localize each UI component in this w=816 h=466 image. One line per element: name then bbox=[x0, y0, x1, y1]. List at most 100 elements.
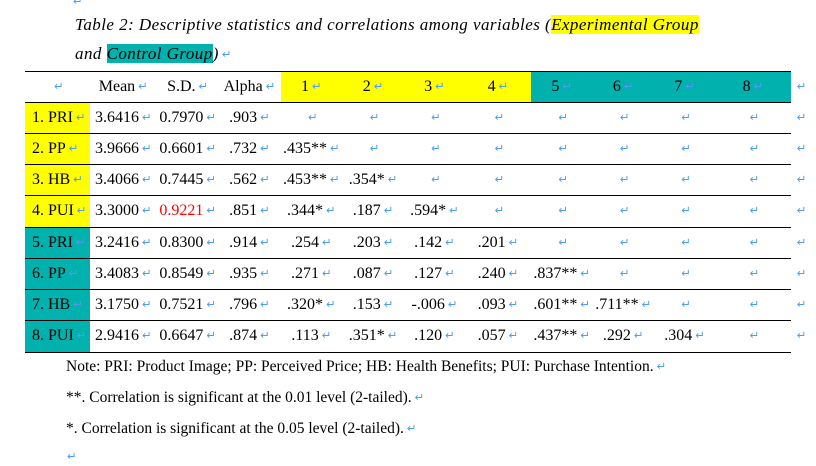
return-mark-icon: ↵ bbox=[619, 265, 630, 280]
value-cell: ↵ bbox=[280, 101, 343, 134]
value-cell: .935 ↵ bbox=[218, 257, 281, 290]
return-mark-icon: ↵ bbox=[141, 328, 152, 343]
value-cell: ↵ bbox=[404, 101, 465, 134]
column-header-blank: ↵ bbox=[25, 71, 90, 102]
return-mark-icon: ↵ bbox=[623, 78, 634, 93]
return-mark-icon: ↵ bbox=[373, 78, 384, 93]
row-end-marker: ↵ bbox=[791, 72, 816, 103]
value-cell: ↵ bbox=[464, 195, 531, 227]
return-mark-icon: ↵ bbox=[508, 265, 519, 280]
value-cell: .127 ↵ bbox=[404, 257, 465, 290]
column-header-mean: Mean ↵ bbox=[89, 71, 157, 102]
return-mark-icon: ↵ bbox=[330, 172, 340, 187]
return-mark-icon: ↵ bbox=[383, 234, 394, 249]
row-label-cell: 4. PUI ↵ bbox=[25, 195, 90, 227]
value-cell: .837** ↵ bbox=[530, 257, 593, 290]
value-cell: ↵ bbox=[464, 101, 531, 134]
value-cell: .796 ↵ bbox=[218, 288, 281, 321]
return-mark-icon: ↵ bbox=[383, 297, 394, 312]
value-cell: .851 ↵ bbox=[218, 195, 281, 227]
return-mark-icon: ↵ bbox=[387, 172, 398, 187]
value-cell: ↵ bbox=[653, 288, 716, 321]
row-label-cell: 2. PP ↵ bbox=[25, 132, 90, 165]
return-mark-icon: ↵ bbox=[141, 265, 152, 280]
value-cell: .903 ↵ bbox=[218, 101, 281, 134]
table-row: 7. HB ↵ 3.1750 ↵ 0.7521 ↵ .796 ↵ .320* ↵ .153 ↵ -.00… bbox=[25, 288, 816, 321]
return-mark-icon: ↵ bbox=[414, 390, 425, 404]
column-header-2: 2 ↵ bbox=[342, 71, 405, 102]
value-cell: 0.8300 ↵ bbox=[156, 226, 219, 259]
value-cell: ↵ bbox=[592, 132, 654, 165]
column-header-4: 4 ↵ bbox=[464, 71, 531, 102]
return-mark-icon: ↵ bbox=[641, 297, 652, 312]
return-mark-icon: ↵ bbox=[431, 172, 441, 187]
return-mark-icon: ↵ bbox=[508, 234, 519, 249]
value-cell: 0.6647 ↵ bbox=[156, 320, 219, 353]
return-mark-icon: ↵ bbox=[580, 297, 590, 312]
value-cell: .874 ↵ bbox=[218, 320, 281, 353]
return-mark-icon: ↵ bbox=[383, 265, 394, 280]
return-mark-icon: ↵ bbox=[326, 297, 336, 312]
return-mark-icon: ↵ bbox=[494, 140, 505, 155]
value-cell: .187 ↵ bbox=[342, 195, 405, 227]
value-cell: .435** ↵ bbox=[280, 132, 343, 165]
table-row: 3. HB ↵ 3.4066 ↵ 0.7445 ↵ .562 ↵ .453** ↵ .354* ↵ ↵ ↵… bbox=[25, 163, 816, 196]
value-cell: 3.4066 ↵ bbox=[89, 163, 157, 196]
return-mark-icon: ↵ bbox=[321, 328, 332, 343]
return-mark-icon: ↵ bbox=[445, 234, 455, 249]
return-mark-icon: ↵ bbox=[221, 46, 232, 61]
return-mark-icon: ↵ bbox=[369, 109, 380, 124]
value-cell: ↵ bbox=[715, 320, 791, 353]
return-mark-icon: ↵ bbox=[260, 265, 270, 280]
note-significance-01: **. Correlation is significant at the 0.… bbox=[66, 389, 425, 406]
table-row: 2. PP ↵ 3.9666 ↵ 0.6601 ↵ .732 ↵ .435** ↵ ↵ ↵ ↵ ↵ ↵ ↵ ↵ ↵ bbox=[25, 132, 816, 165]
return-mark-icon: ↵ bbox=[312, 78, 322, 93]
descriptive-statistics-table: ↵ Mean ↵ S.D. ↵ Alpha ↵ 1 ↵ 2 ↵ 3 ↵ 4 ↵ 5 ↵ 6 ↵ 7 ↵ 8 ↵ ↵ 1. PRI… bbox=[25, 71, 816, 353]
return-mark-icon: ↵ bbox=[753, 78, 764, 93]
return-mark-icon: ↵ bbox=[206, 172, 216, 187]
value-cell: ↵ bbox=[342, 132, 405, 165]
return-mark-icon: ↵ bbox=[76, 203, 87, 218]
value-cell: ↵ bbox=[464, 132, 531, 165]
return-mark-icon: ↵ bbox=[796, 109, 807, 124]
return-mark-icon: ↵ bbox=[449, 203, 459, 218]
value-cell: .304 ↵ bbox=[653, 320, 716, 353]
return-mark-icon: ↵ bbox=[435, 78, 445, 93]
value-cell: .201 ↵ bbox=[464, 226, 531, 259]
return-mark-icon: ↵ bbox=[206, 265, 216, 280]
column-header-7: 7 ↵ bbox=[653, 71, 716, 102]
column-header-5: 5 ↵ bbox=[530, 71, 593, 102]
value-cell: .057 ↵ bbox=[464, 320, 531, 353]
value-cell: .351* ↵ bbox=[342, 320, 405, 353]
return-mark-icon: ↵ bbox=[796, 297, 807, 312]
return-mark-icon: ↵ bbox=[796, 140, 807, 155]
return-mark-icon: ↵ bbox=[76, 328, 87, 343]
return-mark-icon: ↵ bbox=[681, 234, 691, 249]
header-row: ↵ Mean ↵ S.D. ↵ Alpha ↵ 1 ↵ 2 ↵ 3 ↵ 4 ↵ 5 ↵ 6 ↵ 7 ↵ 8 ↵ ↵ bbox=[25, 71, 816, 103]
column-header-8: 8 ↵ bbox=[715, 71, 791, 102]
value-cell: ↵ bbox=[715, 132, 791, 165]
return-mark-icon: ↵ bbox=[141, 297, 152, 312]
row-end-marker: ↵ bbox=[791, 133, 816, 164]
value-cell: 0.6601 ↵ bbox=[156, 132, 219, 165]
return-mark-icon: ↵ bbox=[206, 109, 216, 124]
value-cell: ↵ bbox=[653, 226, 716, 259]
return-mark-icon: ↵ bbox=[206, 203, 216, 218]
value-cell: .453** ↵ bbox=[280, 163, 343, 196]
return-mark-icon: ↵ bbox=[498, 78, 509, 93]
title-highlight-control-group: Control Group bbox=[106, 43, 213, 63]
row-end-marker: ↵ bbox=[791, 258, 816, 289]
column-header-6: 6 ↵ bbox=[592, 71, 654, 102]
row-label-cell: 5. PRI ↵ bbox=[25, 226, 90, 259]
return-mark-icon: ↵ bbox=[369, 140, 380, 155]
value-cell: ↵ bbox=[530, 132, 593, 165]
return-mark-icon: ↵ bbox=[260, 203, 270, 218]
return-mark-icon: ↵ bbox=[749, 109, 760, 124]
return-mark-icon: ↵ bbox=[508, 328, 519, 343]
value-cell: .344* ↵ bbox=[280, 195, 343, 227]
return-mark-icon: ↵ bbox=[749, 297, 760, 312]
value-cell: ↵ bbox=[592, 101, 654, 134]
value-cell: .153 ↵ bbox=[342, 288, 405, 321]
return-mark-icon: ↵ bbox=[619, 109, 630, 124]
value-cell: .732 ↵ bbox=[218, 132, 281, 165]
